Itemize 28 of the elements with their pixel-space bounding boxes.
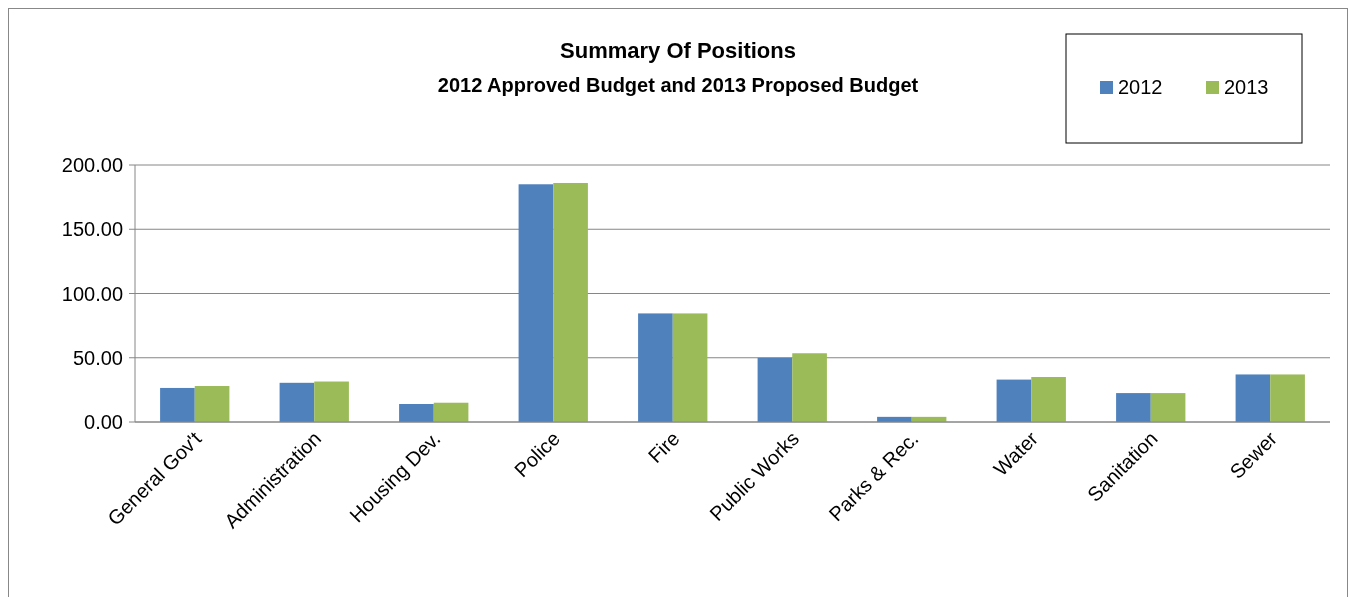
bar xyxy=(194,386,230,422)
bar xyxy=(757,357,793,422)
legend-label: 2012 xyxy=(1118,76,1163,98)
bar xyxy=(792,353,827,422)
bar xyxy=(638,313,673,422)
legend-label: 2013 xyxy=(1224,76,1269,98)
bar xyxy=(160,387,195,422)
bar xyxy=(433,402,469,422)
bar xyxy=(996,379,1032,422)
bar xyxy=(518,184,554,422)
bar xyxy=(1270,374,1305,422)
bar xyxy=(1116,393,1151,422)
bar xyxy=(399,404,434,422)
chart-title: Summary Of Positions xyxy=(560,38,796,63)
bar xyxy=(672,313,708,422)
bar xyxy=(279,382,315,422)
x-tick-label: Fire xyxy=(643,427,684,468)
y-tick-label: 200.00 xyxy=(61,154,123,176)
bar xyxy=(1235,374,1271,422)
y-tick-label: 50.00 xyxy=(72,346,123,369)
bar xyxy=(553,182,588,422)
y-tick-label: 0.00 xyxy=(84,411,123,433)
y-tick-label: 150.00 xyxy=(61,218,123,241)
chart-subtitle: 2012 Approved Budget and 2013 Proposed Budget xyxy=(437,74,919,96)
bar xyxy=(1150,393,1186,422)
bar xyxy=(1031,377,1066,422)
y-tick-label: 100.00 xyxy=(61,282,123,305)
bar xyxy=(314,381,349,422)
